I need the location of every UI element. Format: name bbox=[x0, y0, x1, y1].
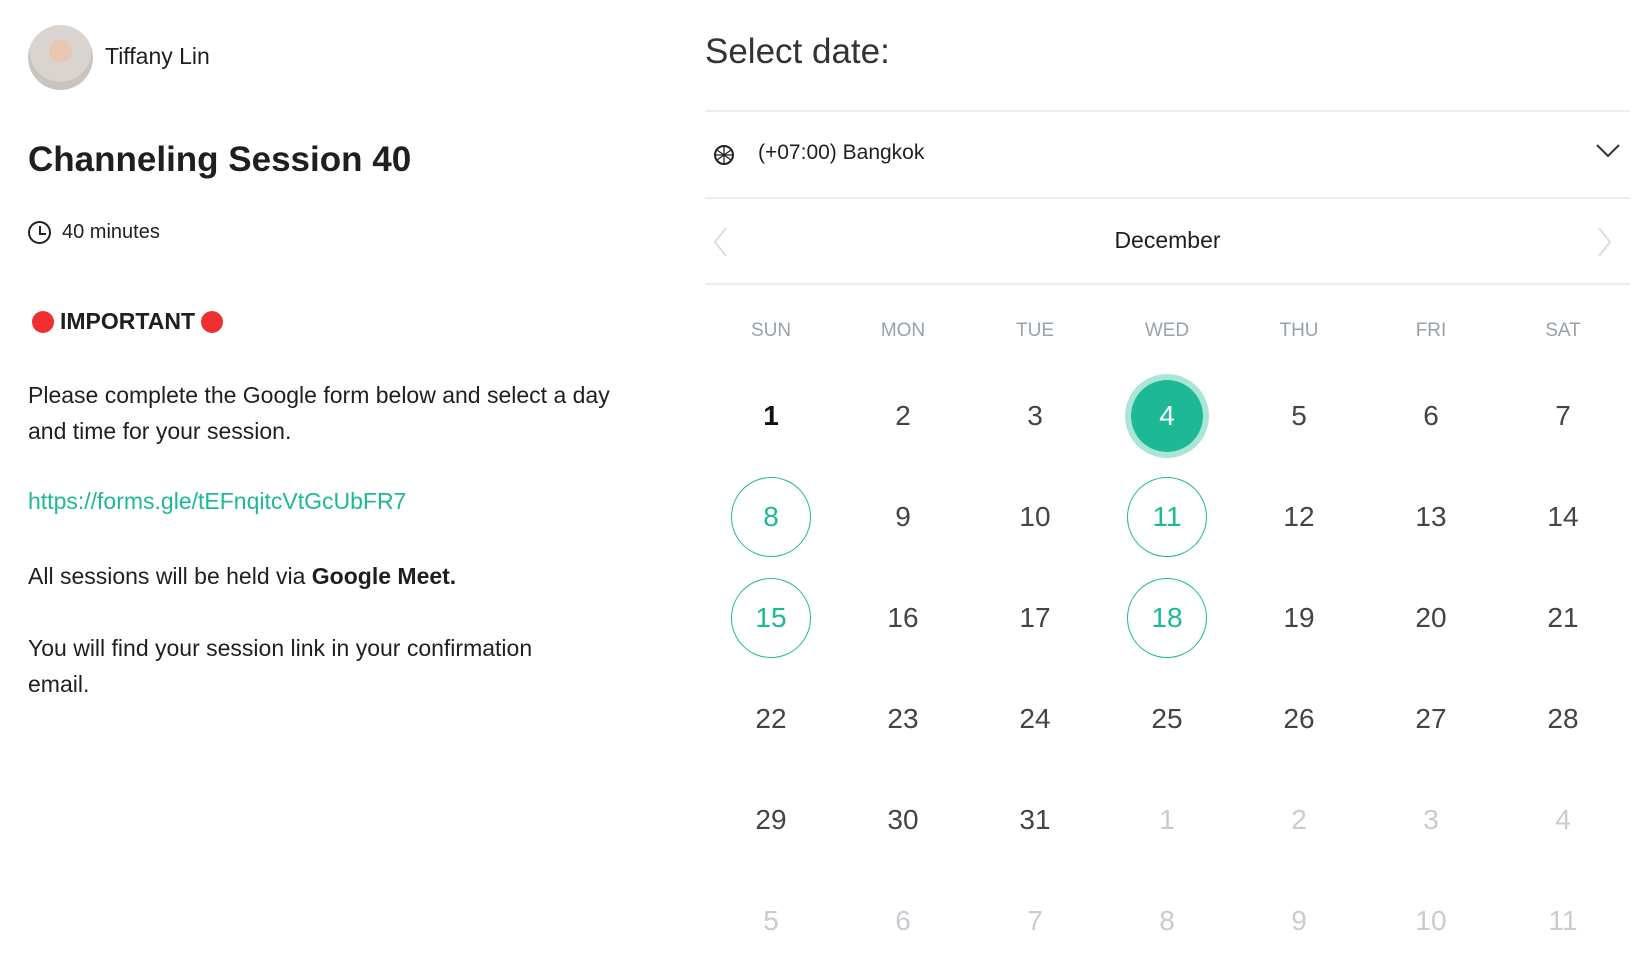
day-cell[interactable]: 2 bbox=[895, 400, 911, 431]
day-cell: 11 bbox=[1548, 905, 1578, 936]
day-cell[interactable]: 5 bbox=[1291, 400, 1307, 431]
day-cell[interactable]: 9 bbox=[895, 501, 911, 532]
day-cell[interactable]: 30 bbox=[887, 804, 919, 835]
day-cell[interactable]: 25 bbox=[1151, 703, 1183, 734]
day-cell[interactable]: 19 bbox=[1283, 602, 1315, 633]
day-cell: 5 bbox=[763, 905, 779, 936]
google-form-link[interactable]: https://forms.gle/tEFnqitcVtGcUbFR7 bbox=[28, 488, 407, 514]
weekday-wed: WED bbox=[1144, 320, 1190, 341]
divider bbox=[705, 197, 1630, 199]
day-selected[interactable]: 4 bbox=[1131, 380, 1203, 452]
day-cell[interactable]: 13 bbox=[1415, 501, 1447, 532]
event-title: Channeling Session 40 bbox=[28, 140, 412, 179]
red-circle-icon bbox=[32, 310, 54, 333]
weekday-fri: FRI bbox=[1415, 320, 1447, 341]
day-available[interactable]: 11 bbox=[1127, 477, 1207, 557]
weekday-tue: TUE bbox=[1016, 320, 1054, 341]
host-name: Tiffany Lin bbox=[105, 43, 210, 69]
weekday-thu: THU bbox=[1279, 320, 1319, 341]
day-cell: 7 bbox=[1027, 905, 1043, 936]
timezone-value: (+07:00) Bangkok bbox=[758, 141, 925, 164]
day-cell: 8 bbox=[1159, 905, 1175, 936]
weekday-sun: SUN bbox=[750, 320, 792, 341]
day-cell: 3 bbox=[1423, 804, 1439, 835]
select-date-title: Select date: bbox=[705, 32, 890, 71]
day-cell[interactable]: 16 bbox=[887, 602, 919, 633]
day-cell[interactable]: 22 bbox=[755, 703, 787, 734]
clock-icon bbox=[28, 221, 51, 244]
day-cell[interactable]: 14 bbox=[1547, 501, 1579, 532]
day-cell[interactable]: 21 bbox=[1547, 602, 1579, 633]
day-cell[interactable]: 23 bbox=[887, 703, 919, 734]
day-cell: 9 bbox=[1291, 905, 1307, 936]
day-cell[interactable]: 7 bbox=[1555, 400, 1571, 431]
day-cell: 6 bbox=[895, 905, 911, 936]
duration: 40 minutes bbox=[62, 221, 160, 243]
avatar bbox=[28, 25, 93, 90]
day-cell[interactable]: 20 bbox=[1415, 602, 1447, 633]
important-label: IMPORTANT bbox=[60, 308, 196, 334]
confirmation-note: You will find your session link in your … bbox=[28, 635, 533, 697]
meet-note-bold: Google Meet. bbox=[311, 563, 457, 589]
red-circle-icon bbox=[201, 310, 224, 333]
divider bbox=[705, 283, 1630, 285]
globe-icon bbox=[714, 145, 734, 165]
meet-note-text: All sessions will be held via bbox=[28, 563, 312, 589]
day-cell: 4 bbox=[1555, 804, 1571, 835]
day-cell: 2 bbox=[1291, 804, 1307, 835]
day-cell[interactable]: 27 bbox=[1415, 703, 1447, 734]
divider bbox=[705, 110, 1630, 112]
day-cell: 10 bbox=[1415, 905, 1447, 936]
important-heading: IMPORTANT bbox=[32, 308, 224, 335]
day-available[interactable]: 18 bbox=[1127, 578, 1207, 658]
meet-note: All sessions will be held via Google Mee… bbox=[28, 558, 628, 594]
day-cell[interactable]: 3 bbox=[1027, 400, 1043, 431]
day-available[interactable]: 8 bbox=[731, 477, 811, 557]
weekday-mon: MON bbox=[880, 320, 926, 341]
day-cell[interactable]: 1 bbox=[763, 400, 779, 431]
day-cell[interactable]: 17 bbox=[1019, 602, 1051, 633]
day-cell[interactable]: 10 bbox=[1019, 501, 1051, 532]
chevron-left-icon[interactable] bbox=[712, 226, 728, 258]
day-available[interactable]: 15 bbox=[731, 578, 811, 658]
chevron-down-icon[interactable] bbox=[1595, 143, 1621, 159]
day-cell[interactable]: 26 bbox=[1283, 703, 1315, 734]
day-cell[interactable]: 31 bbox=[1019, 804, 1051, 835]
day-cell[interactable]: 12 bbox=[1283, 501, 1315, 532]
month-label: December bbox=[1114, 227, 1221, 253]
day-cell[interactable]: 24 bbox=[1019, 703, 1051, 734]
weekday-sat: SAT bbox=[1545, 320, 1581, 341]
day-cell[interactable]: 6 bbox=[1423, 400, 1439, 431]
instructions: Please complete the Google form below an… bbox=[28, 382, 610, 444]
day-cell: 1 bbox=[1159, 804, 1175, 835]
chevron-right-icon[interactable] bbox=[1597, 226, 1613, 258]
day-cell[interactable]: 29 bbox=[755, 804, 787, 835]
day-cell[interactable]: 28 bbox=[1547, 703, 1579, 734]
